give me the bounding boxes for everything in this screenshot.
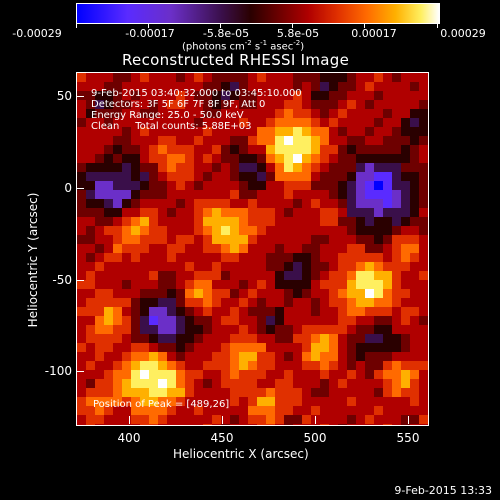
y-tick-mark — [76, 188, 84, 189]
annotation-time-range: 9-Feb-2015 03:40:32.000 to 03:45:10.000 — [91, 88, 302, 99]
x-tick-label: 500 — [303, 431, 327, 445]
x-tick-label: 550 — [396, 431, 420, 445]
colorbar-tick-mark — [220, 23, 221, 28]
colorbar-tick-mark — [76, 23, 77, 28]
y-tick-label: -50 — [52, 273, 72, 287]
y-tick-label: -100 — [44, 364, 72, 378]
y-tick-label: 0 — [64, 181, 72, 195]
annotation-energy-range: Energy Range: 25.0 - 50.0 keV — [91, 110, 244, 121]
colorbar-tick-mark — [148, 23, 149, 28]
colorbar-label: 0.00017 — [351, 27, 397, 40]
colorbar-label: 5.8e-05 — [276, 27, 320, 40]
y-axis-label: Heliocentric Y (arcsec) — [26, 192, 40, 328]
x-tick-mark — [129, 416, 130, 424]
y-tick-label: 50 — [56, 89, 72, 103]
y-tick-mark — [76, 96, 84, 97]
colorbar-tick-mark — [292, 23, 293, 28]
annotation-clean-counts: Clean Total counts: 5.88E+03 — [91, 121, 252, 132]
image-plot-area: 9-Feb-2015 03:40:32.000 to 03:45:10.000 … — [76, 72, 429, 426]
x-axis-label: Heliocentric X (arcsec) — [173, 447, 309, 461]
x-tick-label: 400 — [117, 431, 141, 445]
x-tick-mark — [408, 416, 409, 424]
colorbar-units: (photons cm-2 s-1 asec-2) — [182, 39, 305, 53]
colorbar-tick-mark — [364, 23, 365, 28]
reconstructed-image-heatmap — [77, 73, 428, 425]
colorbar-label: -0.00017 — [125, 27, 175, 40]
x-tick-mark — [315, 416, 316, 424]
annotation-peak-position: Position of Peak = [489,26] — [93, 399, 230, 410]
colorbar-label: -5.8e-05 — [202, 27, 250, 40]
annotation-detectors: Detectors: 3F 5F 6F 7F 8F 9F, Att 0 — [91, 99, 266, 110]
footer-timestamp: 9-Feb-2015 13:33 — [394, 484, 492, 497]
x-tick-mark — [222, 416, 223, 424]
y-tick-mark — [76, 371, 84, 372]
y-tick-mark — [76, 280, 84, 281]
colorbar-tick-mark — [437, 23, 438, 28]
colorbar — [76, 3, 440, 24]
x-tick-label: 450 — [210, 431, 234, 445]
colorbar-label: 0.00029 — [440, 27, 486, 40]
colorbar-label: -0.00029 — [12, 27, 62, 40]
plot-title: Reconstructed RHESSI Image — [122, 51, 350, 69]
